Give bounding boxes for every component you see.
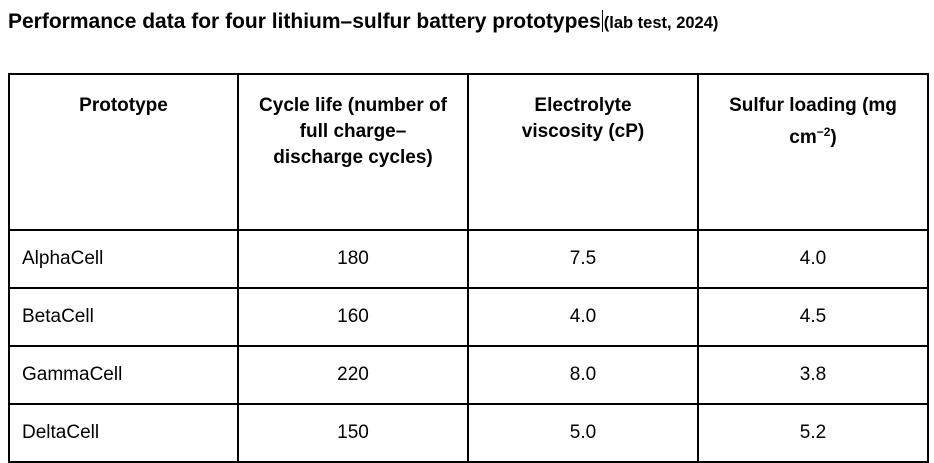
- subtitle: (lab test, 2024): [603, 14, 719, 32]
- page: {"header": {"title": "Performance data f…: [8, 10, 929, 463]
- column-header: Cycle life (number of full charge–discha…: [237, 73, 469, 231]
- column-header: Prototype: [8, 73, 239, 231]
- table-row: DeltaCell 150 5.0 5.2: [8, 403, 929, 463]
- header-superscript: −2: [816, 125, 831, 139]
- table-cell: 4.0: [697, 229, 929, 289]
- row-label: BetaCell: [8, 287, 239, 347]
- row-label: AlphaCell: [8, 229, 239, 289]
- table-cell: 4.5: [697, 287, 929, 347]
- table-cell: 220: [237, 345, 469, 405]
- table-body: AlphaCell 180 7.5 4.0 BetaCell 160 4.0 4.5 Gamma…: [8, 229, 929, 463]
- table-cell: 5.2: [697, 403, 929, 463]
- row-label: GammaCell: [8, 345, 239, 405]
- text-cursor: [601, 10, 603, 32]
- header-text: Sulfur loading (mg cm: [729, 95, 897, 148]
- table-row: BetaCell 160 4.0 4.5: [8, 287, 929, 347]
- table-cell: 160: [237, 287, 469, 347]
- header-suffix: ): [830, 127, 837, 148]
- table-cell: 7.5: [467, 229, 699, 289]
- table-cell: 150: [237, 403, 469, 463]
- table-row: GammaCell 220 8.0 3.8: [8, 345, 929, 405]
- table-cell: 180: [237, 229, 469, 289]
- row-label: DeltaCell: [8, 403, 239, 463]
- table-cell: 3.8: [697, 345, 929, 405]
- column-header: Electrolyte viscosity (cP): [467, 73, 699, 231]
- title-line: Performance data for four lithium–sulfur…: [8, 10, 718, 34]
- title: Performance data for four lithium–sulfur…: [8, 10, 601, 33]
- table-cell: 4.0: [467, 287, 699, 347]
- table-cell: 8.0: [467, 345, 699, 405]
- table-row: AlphaCell 180 7.5 4.0: [8, 229, 929, 289]
- header-row: Prototype Cycle life (number of full char…: [8, 73, 929, 231]
- column-header: Sulfur loading (mg cm−2): [697, 73, 929, 231]
- data-table: Prototype Cycle life (number of full char…: [8, 73, 929, 463]
- table-cell: 5.0: [467, 403, 699, 463]
